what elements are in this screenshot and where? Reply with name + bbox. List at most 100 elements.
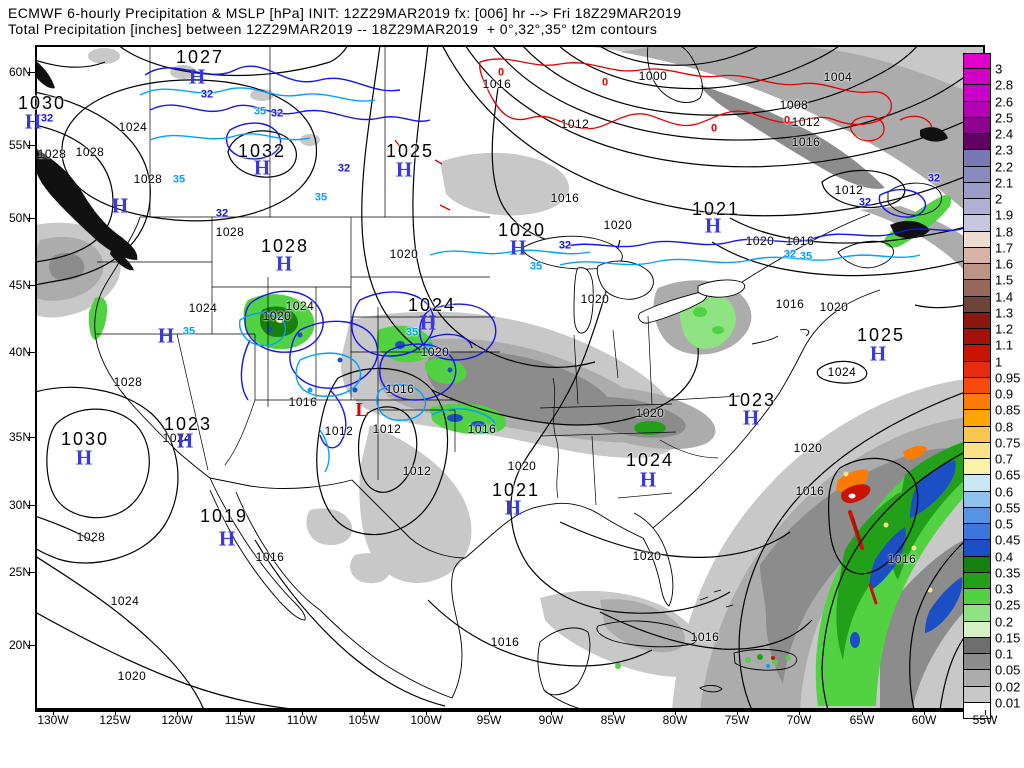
colorbar-cell [963, 490, 991, 508]
t2m-contour-label: 32 [783, 248, 797, 261]
lat-tick-mark [28, 72, 35, 73]
colorbar-tick-label: 0.75 [995, 435, 1021, 451]
colorbar-tick-label: 1.4 [995, 289, 1014, 305]
colorbar-tick-label: 0.25 [995, 597, 1021, 613]
colorbar-cell [963, 53, 991, 70]
pressure-label: 1012 [560, 117, 590, 131]
pressure-label: 1020 [507, 459, 537, 473]
colorbar-cell [963, 116, 991, 135]
colorbar-cell [963, 376, 991, 395]
title-line-1: ECMWF 6-hourly Precipitation & MSLP [hPa… [8, 5, 682, 21]
colorbar-cell [963, 458, 991, 476]
pressure-label: 1012 [372, 422, 402, 436]
lat-tick-label: 40N [8, 345, 31, 359]
low-pressure-marker: L [355, 399, 369, 421]
lat-tick-mark [28, 218, 35, 219]
pressure-label: 1020 [603, 218, 633, 232]
state-borders [95, 46, 741, 506]
pressure-label: 1020 [580, 292, 610, 306]
colorbar-tick-label: 2.1 [995, 175, 1014, 191]
lon-tick-mark [53, 710, 54, 715]
colorbar-cell [963, 425, 991, 443]
pressure-label: 1020 [117, 669, 147, 683]
pressure-label: 1016 [690, 630, 720, 644]
colorbar-cell [963, 181, 991, 200]
pressure-label: 1020 [420, 345, 450, 359]
colorbar-tick-label: 1.2 [995, 321, 1014, 337]
mslp-contours [36, 46, 984, 709]
colorbar-tick-label: 0.45 [995, 532, 1021, 548]
colorbar-cell [963, 620, 991, 638]
colorbar-tick-label: 1.8 [995, 224, 1014, 240]
pressure-label-large: 1023 [163, 414, 213, 434]
colorbar-tick-label: 1.6 [995, 256, 1014, 272]
high-pressure-marker: H [111, 193, 129, 218]
colorbar-cell [963, 279, 991, 297]
pressure-label: 1016 [795, 484, 825, 498]
lat-tick-mark [28, 285, 35, 286]
lon-tick-label: 95W [476, 713, 502, 727]
colorbar-tick-label: 0.1 [995, 646, 1014, 662]
pressure-label-large: 1028 [260, 236, 310, 256]
colorbar-tick-label: 0.2 [995, 614, 1014, 630]
pressure-label: 1024 [110, 594, 140, 608]
colorbar-cell [963, 588, 991, 606]
high-pressure-marker: H [504, 495, 522, 520]
high-pressure-marker: H [742, 405, 760, 430]
colorbar-cell [963, 360, 991, 378]
colorbar-cell [963, 653, 991, 671]
lon-tick-mark [613, 710, 614, 715]
lon-tick-mark [985, 710, 986, 715]
colorbar-cell [963, 311, 991, 330]
pressure-label: 1016 [887, 552, 917, 566]
pressure-label-large: 1024 [407, 295, 457, 315]
lon-tick-mark [924, 710, 925, 715]
t2m-contour-label: 35 [799, 250, 813, 263]
colorbar-cell [963, 84, 991, 102]
colorbar-cell [963, 214, 991, 232]
pressure-label: 1020 [819, 300, 849, 314]
colorbar-cell [963, 409, 991, 427]
colorbar-tick-label: 2.2 [995, 159, 1014, 175]
t2m-32-contours [144, 65, 966, 449]
pressure-label: 1024 [827, 365, 857, 379]
colorbar-tick-label: 2.8 [995, 77, 1014, 93]
high-pressure-marker: H [253, 155, 271, 180]
lat-tick-mark [28, 572, 35, 573]
pressure-label-large: 1021 [491, 480, 541, 500]
colorbar-tick-label: 1.9 [995, 207, 1014, 223]
lat-tick-mark [28, 145, 35, 146]
pressure-label: 1008 [779, 98, 809, 112]
pressure-label-large: 1019 [199, 506, 249, 526]
colorbar-cell [963, 474, 991, 492]
colorbar-tick-label: 0.15 [995, 630, 1021, 646]
colorbar-tick-label: 0.05 [995, 662, 1021, 678]
high-pressure-marker: H [275, 251, 293, 276]
colorbar-cell [963, 263, 991, 281]
colorbar-tick-label: 0.5 [995, 516, 1014, 532]
pressure-label-large: 1027 [175, 47, 225, 67]
colorbar-cell [963, 685, 991, 703]
t2m-contour-label: 35 [253, 105, 267, 118]
pressure-label: 1016 [775, 297, 805, 311]
pressure-label: 1028 [133, 172, 163, 186]
colorbar-cell [963, 100, 991, 118]
colorbar-cell [963, 68, 991, 86]
pressure-label: 1020 [635, 406, 665, 420]
colorbar-tick-label: 0.95 [995, 370, 1021, 386]
lon-tick-label: 125W [99, 713, 131, 727]
lon-tick-mark [240, 710, 241, 715]
colorbar-cell [963, 198, 991, 216]
pressure-label: 1016 [490, 635, 520, 649]
pressure-label-large: 1032 [237, 141, 287, 161]
colorbar-cell [963, 523, 991, 541]
t2m-zero-label: 0 [710, 122, 718, 135]
high-pressure-marker: H [176, 428, 194, 453]
coastlines [94, 46, 942, 709]
lon-tick-label: 120W [161, 713, 193, 727]
pressure-label: 1004 [823, 70, 853, 84]
lat-tick-mark [28, 505, 35, 506]
pressure-label: 1012 [324, 424, 354, 438]
title-line-2: Total Precipitation [inches] between 12Z… [8, 21, 658, 37]
